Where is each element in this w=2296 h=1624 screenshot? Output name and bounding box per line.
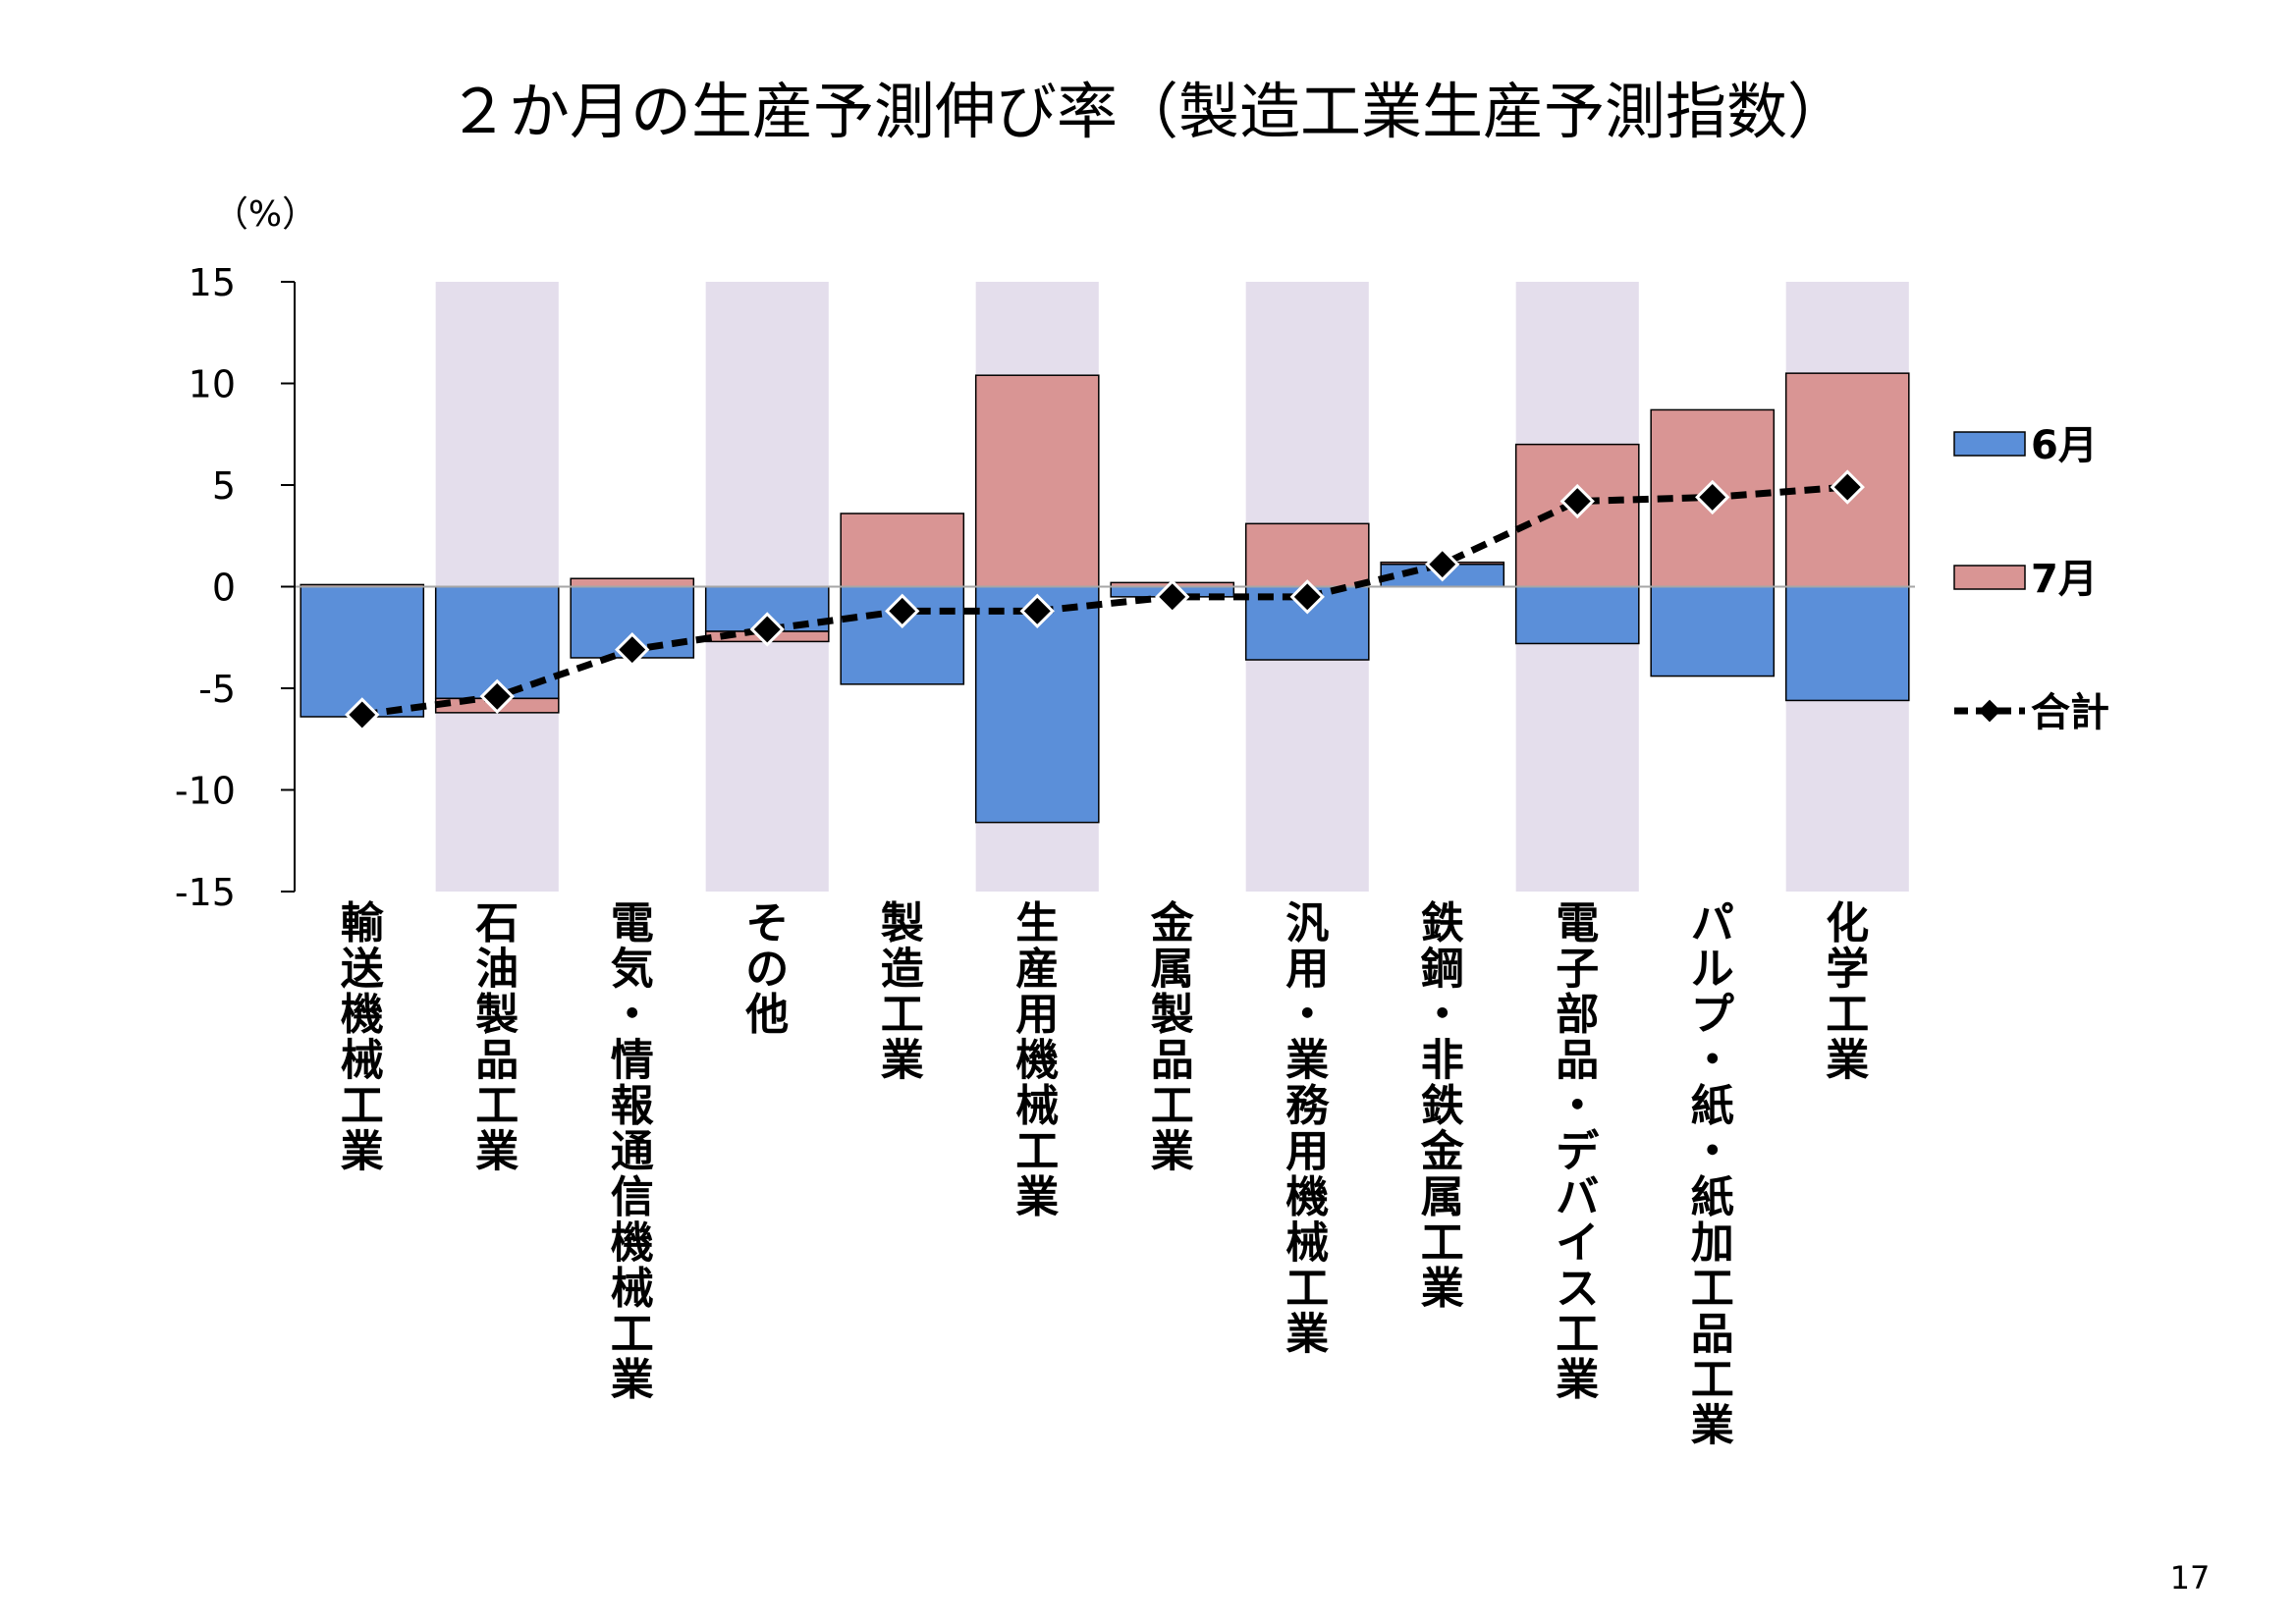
total-marker-6: [1155, 579, 1190, 615]
total-marker-0: [345, 697, 380, 732]
category-label-8: 鉄鋼・非鉄金属工業: [1420, 898, 1465, 1314]
category-label-2: 電気・情報通信機械工業: [611, 898, 654, 1405]
y-tick-label-6: -15: [175, 871, 236, 914]
bar-june-11: [1784, 585, 1910, 702]
legend-label-total: 合計: [2031, 690, 2109, 735]
y-tick-label-3: 0: [212, 567, 236, 610]
total-marker-3: [749, 612, 785, 647]
y-axis: 15 10 5 0 -5 -10 -15: [175, 261, 296, 914]
total-marker-5: [1019, 593, 1055, 629]
y-axis-unit: （%）: [213, 194, 317, 235]
category-label-3: その他: [744, 898, 789, 1040]
y-tick-label-4: -5: [198, 668, 236, 711]
legend-label-june: 6月: [2031, 423, 2098, 468]
category-label-0: 輸送機械工業: [341, 898, 385, 1177]
page-number: 17: [2170, 1559, 2211, 1597]
category-label-9: 電子部品・デバイス工業: [1556, 898, 1600, 1405]
bar-july-5: [974, 374, 1100, 588]
legend: 6月 7月 合計: [1953, 423, 2109, 735]
y-tick-label-2: 5: [212, 464, 236, 508]
y-tick-label-5: -10: [175, 770, 236, 813]
bar-june-0: [300, 585, 425, 718]
total-marker-8: [1425, 547, 1460, 582]
legend-swatch-june: [1953, 431, 2026, 457]
total-marker-10: [1695, 479, 1730, 515]
category-label-10: パルプ・紙・紙加工品工業: [1691, 898, 1734, 1451]
category-label-5: 生産用機械工業: [1015, 898, 1059, 1222]
x-axis-category-labels: 輸送機械工業 石油製品工業 電気・情報通信機械工業 その他 製造工業 生産用機械工業 金属製…: [341, 898, 1870, 1451]
total-line: [345, 469, 1865, 732]
y-tick-label-0: 15: [189, 261, 236, 304]
bar-july-2: [570, 577, 695, 588]
total-marker-4: [885, 593, 920, 629]
y-tick-label-1: 10: [189, 363, 236, 406]
bar-june-9: [1514, 585, 1640, 645]
category-label-11: 化学工業: [1826, 898, 1869, 1086]
total-marker-2: [615, 631, 650, 668]
category-label-4: 製造工業: [881, 898, 924, 1086]
legend-marker-total: [1978, 699, 2001, 723]
total-marker-11: [1830, 469, 1865, 505]
total-line-path: [361, 483, 1848, 719]
legend-swatch-july: [1953, 565, 2026, 590]
category-label-7: 汎用・業務用機械工業: [1285, 898, 1330, 1360]
bar-june-10: [1650, 585, 1776, 677]
category-label-1: 石油製品工業: [475, 898, 519, 1177]
total-marker-9: [1559, 483, 1595, 519]
total-marker-1: [479, 678, 515, 714]
chart-title: ２か月の生産予測伸び率（製造工業生産予測指数）: [448, 76, 1848, 147]
legend-label-july: 7月: [2031, 557, 2098, 602]
category-label-6: 金属製品工業: [1150, 898, 1195, 1177]
bar-july-7: [1244, 522, 1370, 588]
total-marker-7: [1289, 579, 1325, 615]
bar-july-4: [840, 513, 965, 588]
